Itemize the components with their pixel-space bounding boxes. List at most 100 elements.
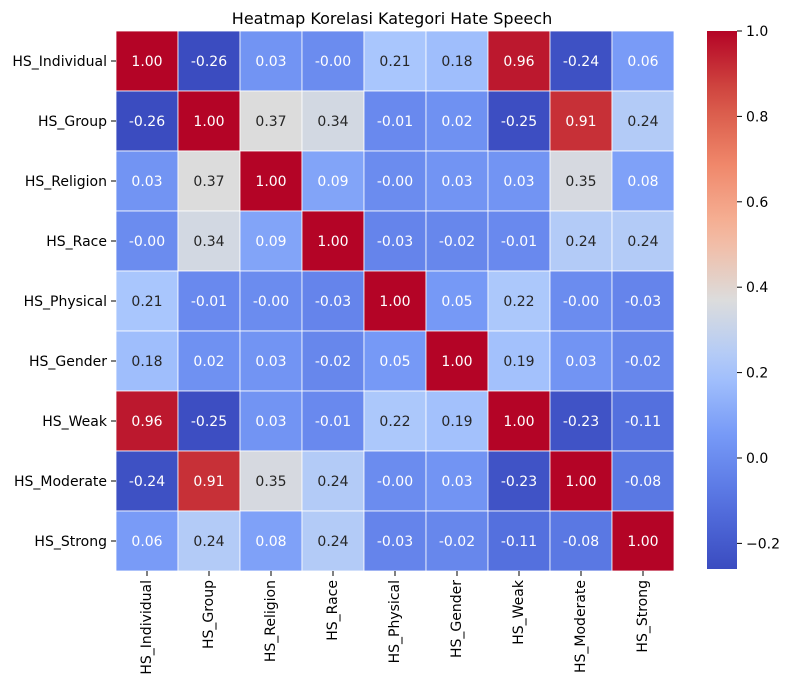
cell-value-label: 0.03 — [503, 174, 534, 190]
heatmap-cell — [363, 390, 427, 452]
cell-value-label: -0.00 — [377, 474, 413, 490]
cell-value-label: 0.03 — [255, 354, 286, 370]
heatmap-cell — [239, 30, 303, 92]
heatmap-cell — [177, 210, 241, 272]
cell-value-label: 0.06 — [627, 54, 658, 70]
cell-value-label: 0.18 — [441, 54, 472, 70]
cell-value-label: 0.35 — [565, 174, 596, 190]
cell-value-label: 1.00 — [255, 174, 286, 190]
heatmap-cell-labels: 1.00 -0.26 0.03 -0.00 0.21 0.18 0.96 -0.24 0.06 -… — [129, 54, 661, 550]
x-tick-label: HS_Strong — [635, 580, 651, 653]
cell-value-label: 1.00 — [627, 534, 658, 550]
heatmap-cell — [611, 330, 675, 392]
cell-value-label: 0.24 — [317, 534, 348, 550]
heatmap-cell — [425, 450, 489, 512]
heatmap-cell — [301, 210, 365, 272]
cell-value-label: 0.19 — [441, 414, 472, 430]
y-tick-label: HS_Strong — [34, 534, 107, 550]
cell-value-label: -0.11 — [625, 414, 661, 430]
cell-value-label: 0.22 — [379, 414, 410, 430]
cell-value-label: 0.91 — [193, 474, 224, 490]
heatmap-cell — [177, 30, 241, 92]
cell-value-label: -0.24 — [129, 474, 165, 490]
cell-value-label: 0.21 — [131, 294, 162, 310]
heatmap-cell — [115, 390, 179, 452]
x-tick-label: HS_Gender — [449, 580, 465, 658]
x-tick-label: HS_Group — [201, 580, 217, 649]
colorbar-tick-label: 0.8 — [746, 109, 768, 125]
y-tick-label: HS_Race — [46, 234, 107, 250]
heatmap-cell — [115, 30, 179, 92]
heatmap-cell — [363, 450, 427, 512]
cell-value-label: -0.01 — [377, 114, 413, 130]
cell-value-label: -0.03 — [625, 294, 661, 310]
heatmap-cell — [611, 390, 675, 452]
heatmap-cell — [487, 90, 551, 152]
colorbar: −0.2 0.0 0.2 0.4 0.6 0.8 1.0 — [707, 24, 780, 569]
heatmap-cell — [177, 270, 241, 332]
heatmap-cell — [611, 30, 675, 92]
heatmap-cell — [549, 90, 613, 152]
heatmap-cell — [363, 510, 427, 572]
heatmap-cell — [549, 390, 613, 452]
heatmap-cell — [301, 150, 365, 212]
colorbar-gradient — [707, 31, 737, 569]
heatmap-cell — [425, 510, 489, 572]
cell-value-label: 0.03 — [441, 474, 472, 490]
heatmap-cell — [487, 150, 551, 212]
cell-value-label: 0.03 — [255, 54, 286, 70]
colorbar-tick-label: −0.2 — [746, 536, 780, 552]
heatmap-cell — [177, 390, 241, 452]
cell-value-label: 0.06 — [131, 534, 162, 550]
y-axis: HS_Individual HS_Group HS_Religion HS_Race H… — [12, 54, 116, 550]
y-tick-label: HS_Moderate — [14, 474, 107, 490]
heatmap-cell — [239, 90, 303, 152]
heatmap-cell — [177, 150, 241, 212]
cell-value-label: 1.00 — [441, 354, 472, 370]
heatmap-cell — [301, 390, 365, 452]
cell-value-label: -0.25 — [501, 114, 537, 130]
heatmap-cell — [611, 150, 675, 212]
heatmap-cell — [239, 150, 303, 212]
cell-value-label: 0.96 — [503, 54, 534, 70]
heatmap-cell — [301, 90, 365, 152]
heatmap-cell — [549, 210, 613, 272]
cell-value-label: 0.09 — [255, 234, 286, 250]
heatmap-cell — [425, 90, 489, 152]
cell-value-label: 1.00 — [317, 234, 348, 250]
y-tick-label: HS_Individual — [12, 54, 107, 70]
x-tick-label: HS_Moderate — [573, 580, 589, 673]
x-tick-label: HS_Individual — [139, 580, 155, 675]
heatmap-cell — [363, 90, 427, 152]
cell-value-label: 0.02 — [441, 114, 472, 130]
cell-value-label: 0.05 — [379, 354, 410, 370]
cell-value-label: -0.00 — [563, 294, 599, 310]
cell-value-label: 0.03 — [441, 174, 472, 190]
cell-value-label: -0.26 — [191, 54, 227, 70]
heatmap-cell — [425, 270, 489, 332]
heatmap-cell — [425, 390, 489, 452]
x-axis: HS_Individual HS_Group HS_Religion HS_Race H… — [139, 571, 651, 675]
heatmap-cells — [115, 30, 675, 572]
cell-value-label: 0.24 — [627, 234, 658, 250]
heatmap-cell — [487, 330, 551, 392]
cell-value-label: 0.02 — [193, 354, 224, 370]
heatmap-cell — [239, 330, 303, 392]
heatmap-cell — [549, 270, 613, 332]
heatmap-cell — [549, 510, 613, 572]
heatmap-cell — [239, 270, 303, 332]
heatmap-cell — [425, 330, 489, 392]
cell-value-label: -0.02 — [625, 354, 661, 370]
heatmap-cell — [487, 270, 551, 332]
y-tick-label: HS_Group — [38, 114, 107, 130]
cell-value-label: 0.24 — [565, 234, 596, 250]
cell-value-label: 0.19 — [503, 354, 534, 370]
colorbar-tick-label: 0.4 — [746, 280, 768, 296]
cell-value-label: -0.08 — [563, 534, 599, 550]
cell-value-label: -0.23 — [501, 474, 537, 490]
cell-value-label: -0.01 — [501, 234, 537, 250]
heatmap-cell — [115, 90, 179, 152]
heatmap-cell — [611, 90, 675, 152]
y-tick-label: HS_Gender — [29, 354, 107, 370]
